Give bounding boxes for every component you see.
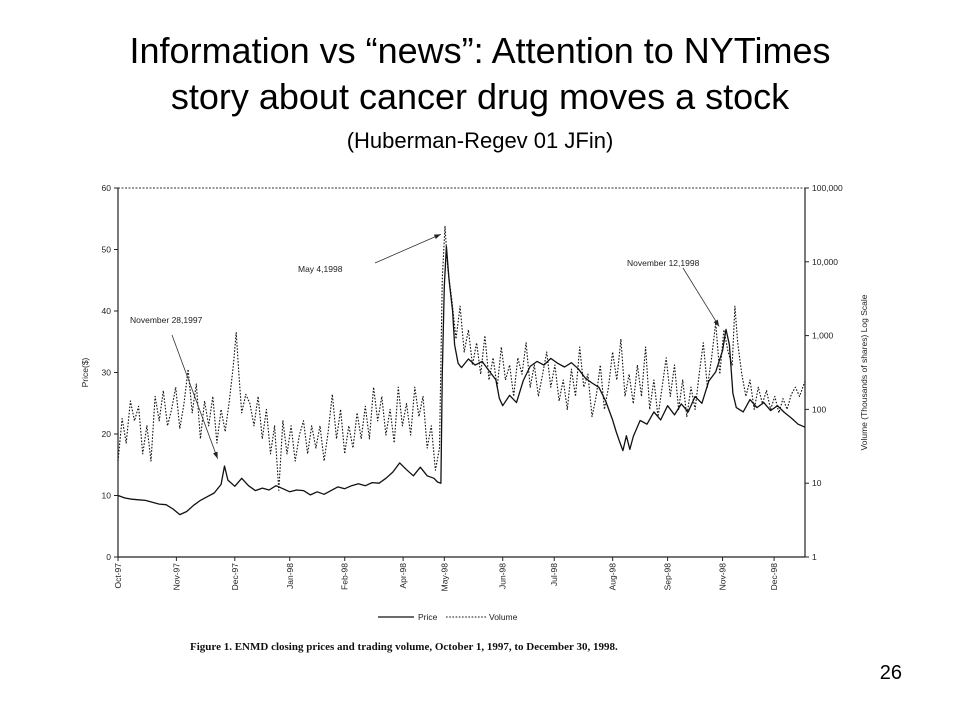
annotation-arrow [682, 267, 720, 327]
figure-caption: Figure 1. ENMD closing prices and tradin… [190, 641, 618, 653]
slide-subtitle: (Huberman-Regev 01 JFin) [346, 128, 614, 153]
annotation-label: May 4,1998 [298, 264, 343, 274]
annotation-arrowhead [213, 451, 218, 459]
slide-title-line-1: Information vs “news”: Attention to NYTi… [129, 30, 831, 71]
volume-series-line [117, 226, 806, 491]
y2-tick-label: 10 [812, 478, 822, 488]
x-tick-label: Feb-98 [340, 563, 350, 590]
y-axis-label: Price($) [80, 357, 90, 387]
y2-tick-label: 10,000 [812, 257, 838, 267]
x-tick-label: Jan-98 [285, 563, 295, 589]
y-tick-label: 20 [102, 429, 112, 439]
price-series-line [117, 245, 806, 516]
y2-tick-label: 100 [812, 404, 826, 414]
legend-price-label: Price [418, 612, 438, 622]
x-tick-label: Aug-98 [608, 563, 618, 591]
slide-title: Information vs “news”: Attention to NYTi… [0, 28, 960, 120]
y-tick-label: 50 [102, 245, 112, 255]
y-tick-label: 40 [102, 306, 112, 316]
y2-tick-label: 100,000 [812, 183, 843, 193]
x-tick-label: Dec-97 [230, 563, 240, 591]
x-tick-label: Apr-98 [398, 563, 408, 589]
y-tick-label: 10 [102, 491, 112, 501]
x-tick-label: Jul-98 [549, 563, 559, 586]
annotation-arrowhead [713, 319, 720, 327]
y-tick-label: 60 [102, 183, 112, 193]
annotation-label: November 28,1997 [130, 315, 203, 325]
x-tick-label: Sep-98 [663, 563, 673, 591]
x-tick-label: Dec-98 [769, 563, 779, 591]
x-tick-label: Oct-97 [113, 563, 123, 589]
annotation-arrow [171, 334, 218, 459]
y2-tick-label: 1,000 [812, 331, 834, 341]
page-number: 26 [879, 662, 902, 684]
annotation-arrow [374, 233, 442, 264]
y2-axis-label: Volume (Thousands of shares) Log Scale [859, 294, 869, 450]
y-tick-label: 0 [106, 552, 111, 562]
x-tick-label: May-98 [439, 563, 449, 592]
annotation-label: November 12,1998 [627, 258, 700, 268]
slide-title-line-2: story about cancer drug moves a stock [170, 76, 790, 117]
x-tick-label: Jun-98 [498, 563, 508, 589]
y-tick-label: 30 [102, 368, 112, 378]
legend-volume-label: Volume [489, 612, 518, 622]
annotation-arrowhead [433, 234, 441, 240]
x-tick-label: Nov-98 [718, 563, 728, 591]
x-tick-label: Nov-97 [171, 563, 181, 591]
y2-tick-label: 1 [812, 552, 817, 562]
